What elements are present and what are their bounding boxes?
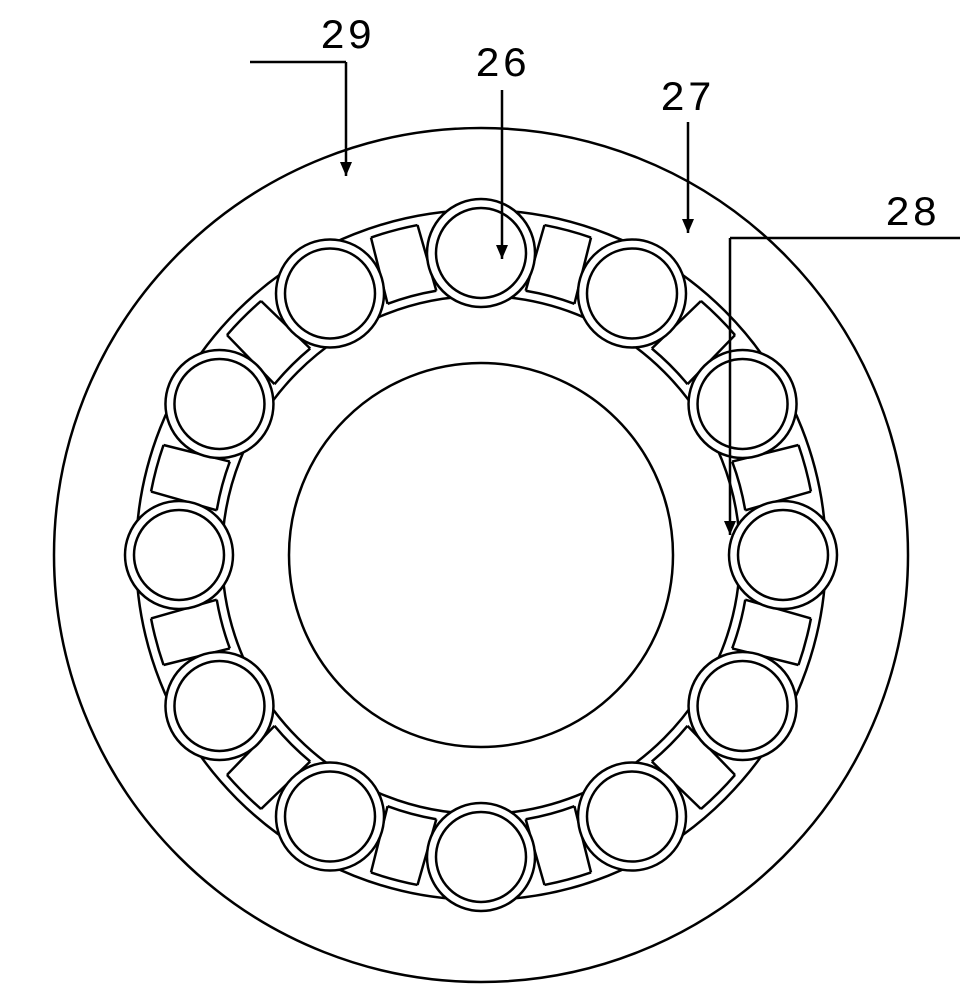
ball bbox=[689, 350, 797, 458]
label-text-28: 28 bbox=[885, 190, 939, 238]
bearing-diagram: 29 26 27 28 bbox=[0, 0, 978, 1000]
ball bbox=[689, 652, 797, 760]
ball bbox=[578, 763, 686, 871]
ball bbox=[427, 803, 535, 911]
cage bbox=[151, 225, 811, 885]
ball bbox=[427, 199, 535, 307]
ball bbox=[729, 501, 837, 609]
label-27: 27 bbox=[660, 75, 714, 233]
label-29: 29 bbox=[250, 13, 374, 176]
ball bbox=[578, 239, 686, 347]
ball bbox=[276, 239, 384, 347]
label-text-26: 26 bbox=[475, 41, 529, 89]
label-text-29: 29 bbox=[320, 13, 374, 61]
ball bbox=[165, 652, 273, 760]
ball bbox=[125, 501, 233, 609]
label-text-27: 27 bbox=[660, 75, 714, 123]
ball bbox=[276, 763, 384, 871]
ball bbox=[165, 350, 273, 458]
inner-ring bbox=[222, 296, 740, 814]
